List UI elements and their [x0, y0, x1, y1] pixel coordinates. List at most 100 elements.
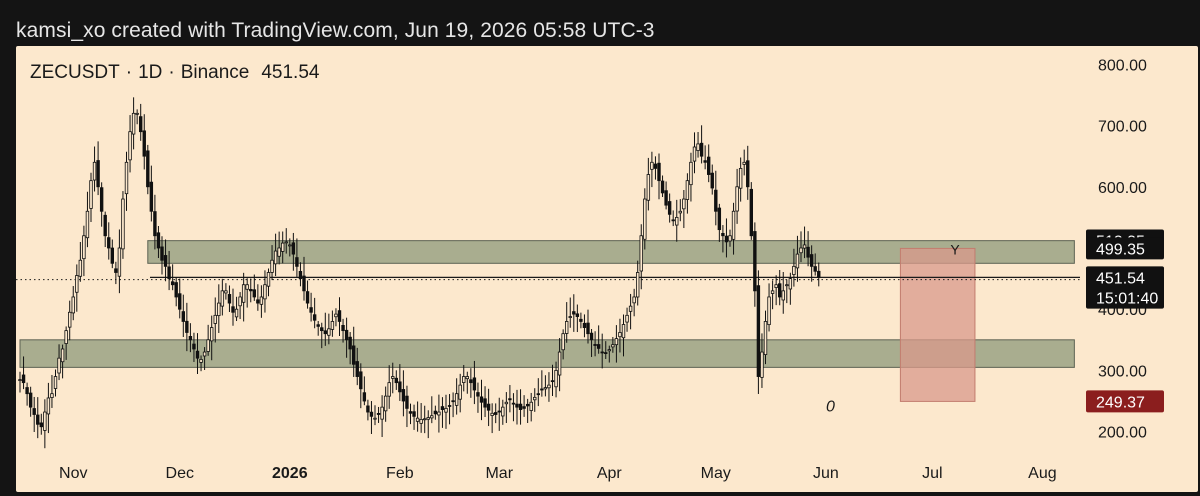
- candle-body[interactable]: [540, 388, 544, 391]
- candle-body[interactable]: [614, 338, 619, 346]
- candle-body[interactable]: [447, 405, 452, 407]
- candle-body[interactable]: [383, 395, 388, 412]
- candle-body[interactable]: [263, 284, 267, 300]
- candle-body[interactable]: [579, 318, 583, 322]
- candle-body[interactable]: [341, 325, 345, 332]
- candle-body[interactable]: [32, 408, 36, 415]
- candle-body[interactable]: [728, 235, 732, 242]
- candle-body[interactable]: [128, 131, 132, 161]
- candle-body[interactable]: [788, 278, 793, 290]
- candle-body[interactable]: [138, 116, 143, 133]
- candle-body[interactable]: [39, 422, 43, 428]
- candle-body[interactable]: [650, 161, 654, 170]
- candle-body[interactable]: [533, 396, 537, 401]
- candle-body[interactable]: [653, 163, 658, 169]
- candle-body[interactable]: [721, 232, 725, 237]
- candle-body[interactable]: [529, 401, 533, 411]
- candle-body[interactable]: [817, 270, 821, 278]
- candle-body[interactable]: [678, 210, 682, 214]
- candle-body[interactable]: [472, 377, 477, 391]
- candle-body[interactable]: [802, 244, 807, 249]
- candle-body[interactable]: [462, 376, 466, 383]
- candle-body[interactable]: [667, 201, 672, 215]
- candle-body[interactable]: [185, 320, 189, 333]
- candle-body[interactable]: [561, 333, 565, 351]
- candle-body[interactable]: [323, 330, 327, 335]
- candle-body[interactable]: [330, 321, 335, 330]
- candle-body[interactable]: [774, 284, 778, 288]
- candle-body[interactable]: [252, 289, 256, 298]
- candle-body[interactable]: [675, 216, 679, 226]
- candle-body[interactable]: [422, 418, 427, 421]
- candle-body[interactable]: [202, 351, 207, 357]
- candle-body[interactable]: [273, 250, 278, 265]
- candle-body[interactable]: [355, 361, 359, 377]
- candle-body[interactable]: [586, 322, 590, 335]
- candle-body[interactable]: [320, 327, 324, 332]
- candle-body[interactable]: [146, 150, 150, 188]
- candle-body[interactable]: [611, 344, 615, 348]
- candle-body[interactable]: [231, 306, 235, 313]
- candle-body[interactable]: [18, 379, 22, 382]
- candle-body[interactable]: [493, 412, 498, 415]
- candle-body[interactable]: [103, 214, 107, 237]
- candle-body[interactable]: [607, 349, 611, 352]
- candle-body[interactable]: [295, 257, 299, 267]
- candle-body[interactable]: [738, 168, 743, 189]
- candle-body[interactable]: [213, 314, 217, 324]
- candle-body[interactable]: [75, 275, 79, 293]
- candle-body[interactable]: [391, 376, 395, 379]
- candle-body[interactable]: [735, 186, 739, 212]
- candle-body[interactable]: [82, 235, 86, 260]
- candle-body[interactable]: [245, 284, 249, 290]
- candle-body[interactable]: [305, 291, 310, 304]
- candle-body[interactable]: [717, 207, 722, 231]
- candle-body[interactable]: [412, 411, 416, 417]
- candle-body[interactable]: [525, 403, 530, 407]
- candle-body[interactable]: [110, 247, 114, 264]
- candle-body[interactable]: [419, 418, 423, 424]
- candle-body[interactable]: [174, 282, 178, 298]
- candle-body[interactable]: [316, 324, 320, 327]
- candle-body[interactable]: [731, 210, 736, 240]
- candle-body[interactable]: [703, 160, 707, 163]
- candle-body[interactable]: [366, 405, 370, 413]
- candle-body[interactable]: [394, 377, 398, 384]
- candle-body[interactable]: [778, 283, 782, 298]
- candle-body[interactable]: [309, 307, 313, 313]
- candle-body[interactable]: [646, 174, 651, 201]
- candle-body[interactable]: [508, 398, 512, 401]
- projection-box[interactable]: [899, 247, 976, 402]
- candle-body[interactable]: [710, 172, 714, 189]
- candle-body[interactable]: [50, 393, 54, 398]
- candle-body[interactable]: [405, 395, 409, 409]
- candle-body[interactable]: [699, 142, 704, 157]
- candle-body[interactable]: [284, 241, 288, 244]
- candle-body[interactable]: [21, 374, 26, 384]
- candle-body[interactable]: [270, 259, 274, 273]
- chart-plot-area[interactable]: [16, 46, 1198, 492]
- candle-body[interactable]: [636, 272, 640, 298]
- candle-body[interactable]: [490, 412, 494, 416]
- candle-body[interactable]: [241, 284, 246, 303]
- candle-body[interactable]: [209, 327, 214, 342]
- candle-body[interactable]: [153, 211, 157, 237]
- candle-body[interactable]: [664, 190, 668, 206]
- candle-body[interactable]: [643, 198, 647, 240]
- candle-body[interactable]: [479, 396, 484, 403]
- candle-body[interactable]: [568, 316, 572, 318]
- candle-body[interactable]: [632, 296, 636, 304]
- candle-body[interactable]: [756, 285, 761, 377]
- candle-body[interactable]: [117, 247, 122, 277]
- candle-body[interactable]: [337, 310, 342, 322]
- candle-body[interactable]: [813, 266, 817, 272]
- candle-body[interactable]: [156, 232, 161, 249]
- candle-body[interactable]: [149, 181, 154, 212]
- candle-body[interactable]: [433, 410, 438, 415]
- candle-body[interactable]: [504, 401, 509, 405]
- candle-body[interactable]: [280, 242, 285, 252]
- candle-body[interactable]: [92, 161, 97, 181]
- candle-body[interactable]: [114, 268, 118, 273]
- candle-body[interactable]: [163, 255, 168, 267]
- candle-body[interactable]: [753, 231, 757, 292]
